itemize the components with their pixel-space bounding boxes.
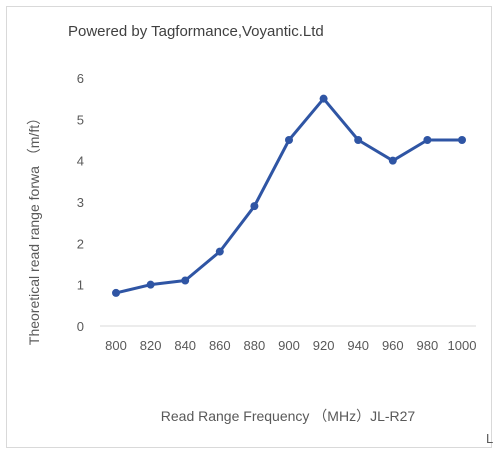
data-point [319, 94, 328, 103]
x-tick-label: 1000 [448, 338, 477, 353]
x-tick-label: 960 [382, 338, 404, 353]
data-point [146, 280, 155, 289]
chart-title: Powered by Tagformance,Voyantic.Ltd [68, 23, 324, 40]
x-tick-label: 880 [244, 338, 266, 353]
y-tick-label: 5 [77, 112, 84, 127]
data-point [181, 276, 190, 285]
x-axis-ticks: 800 820 840 860 880 900 920 940 960 980 1000 [105, 338, 476, 353]
x-tick-label: 820 [140, 338, 162, 353]
y-tick-label: 6 [77, 71, 84, 86]
corner-mark: L [486, 431, 493, 446]
data-point [215, 247, 224, 256]
data-point [285, 136, 293, 144]
data-point [250, 202, 259, 211]
y-axis-ticks: 0 1 2 3 4 5 6 [77, 71, 84, 334]
x-tick-label: 800 [105, 338, 127, 353]
x-axis-label: Read Range Frequency （MHz）JL-R27 [161, 408, 416, 424]
y-tick-label: 1 [77, 278, 84, 293]
x-tick-label: 940 [347, 338, 369, 353]
x-tick-label: 980 [417, 338, 439, 353]
y-tick-label: 3 [77, 195, 84, 210]
data-point [112, 288, 120, 297]
series-line [115, 97, 462, 295]
data-point [423, 136, 432, 144]
y-tick-label: 0 [77, 319, 84, 334]
data-point [354, 136, 363, 144]
x-tick-label: 920 [313, 338, 335, 353]
y-tick-label: 4 [77, 154, 84, 169]
series-layer [112, 94, 466, 297]
data-point [388, 156, 397, 165]
chart-frame [6, 6, 492, 448]
y-axis-label: Theoretical read range forwa （m/ft） [26, 111, 42, 345]
x-tick-label: 860 [209, 338, 231, 353]
x-tick-label: 900 [278, 338, 300, 353]
data-point [458, 136, 466, 144]
x-tick-label: 840 [174, 338, 196, 353]
y-tick-label: 2 [77, 236, 84, 251]
